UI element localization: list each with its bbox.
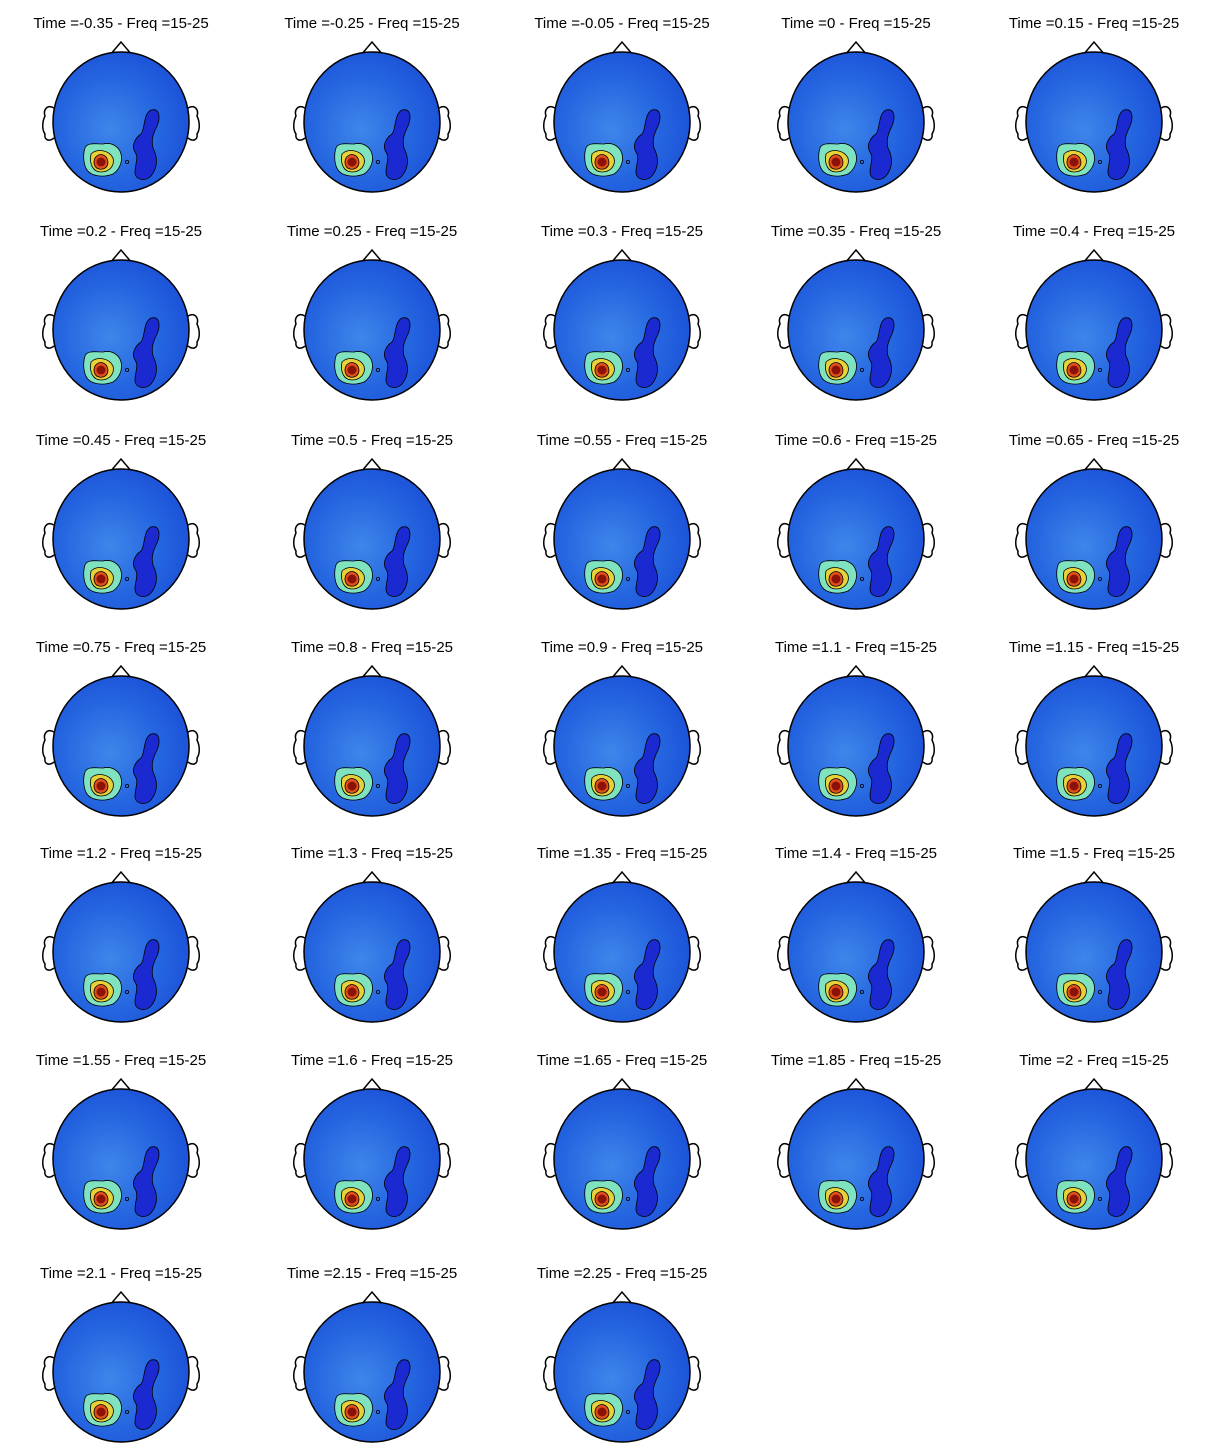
panel-title: Time =2 - Freq =15-25 bbox=[1019, 1052, 1169, 1069]
scalp-map bbox=[42, 1291, 200, 1443]
scalp-map bbox=[777, 665, 935, 817]
scalp-map bbox=[777, 249, 935, 401]
scalp-map bbox=[293, 1078, 451, 1230]
panel-title: Time =0.35 - Freq =15-25 bbox=[771, 223, 941, 240]
panel-title: Time =1.6 - Freq =15-25 bbox=[291, 1052, 453, 1069]
scalp-map bbox=[543, 249, 701, 401]
panel-title: Time =1.1 - Freq =15-25 bbox=[775, 639, 937, 656]
panel-title: Time =0.15 - Freq =15-25 bbox=[1009, 15, 1179, 32]
scalp-map bbox=[543, 871, 701, 1023]
panel-title: Time =0.55 - Freq =15-25 bbox=[537, 432, 707, 449]
panel-title: Time =0.9 - Freq =15-25 bbox=[541, 639, 703, 656]
panel-title: Time =0.4 - Freq =15-25 bbox=[1013, 223, 1175, 240]
scalp-map bbox=[543, 1078, 701, 1230]
panel-title: Time =1.65 - Freq =15-25 bbox=[537, 1052, 707, 1069]
scalp-map bbox=[1015, 665, 1173, 817]
scalp-map bbox=[1015, 249, 1173, 401]
scalp-map bbox=[1015, 458, 1173, 610]
scalp-map bbox=[777, 41, 935, 193]
scalp-map bbox=[293, 458, 451, 610]
panel-title: Time =0.6 - Freq =15-25 bbox=[775, 432, 937, 449]
panel-title: Time =1.55 - Freq =15-25 bbox=[36, 1052, 206, 1069]
panel-title: Time =1.5 - Freq =15-25 bbox=[1013, 845, 1175, 862]
scalp-map bbox=[42, 1078, 200, 1230]
panel-title: Time =2.15 - Freq =15-25 bbox=[287, 1265, 457, 1282]
panel-title: Time =1.85 - Freq =15-25 bbox=[771, 1052, 941, 1069]
panel-title: Time =0.3 - Freq =15-25 bbox=[541, 223, 703, 240]
scalp-map bbox=[777, 458, 935, 610]
panel-title: Time =0.2 - Freq =15-25 bbox=[40, 223, 202, 240]
scalp-map bbox=[1015, 41, 1173, 193]
scalp-map bbox=[293, 665, 451, 817]
scalp-map bbox=[543, 1291, 701, 1443]
scalp-map bbox=[293, 1291, 451, 1443]
scalp-map bbox=[543, 41, 701, 193]
panel-title: Time =1.2 - Freq =15-25 bbox=[40, 845, 202, 862]
panel-title: Time =-0.05 - Freq =15-25 bbox=[534, 15, 709, 32]
panel-title: Time =1.4 - Freq =15-25 bbox=[775, 845, 937, 862]
panel-title: Time =0 - Freq =15-25 bbox=[781, 15, 931, 32]
panel-title: Time =0.25 - Freq =15-25 bbox=[287, 223, 457, 240]
scalp-map bbox=[543, 458, 701, 610]
scalp-map bbox=[777, 871, 935, 1023]
scalp-map bbox=[293, 41, 451, 193]
panel-title: Time =0.45 - Freq =15-25 bbox=[36, 432, 206, 449]
panel-title: Time =-0.35 - Freq =15-25 bbox=[33, 15, 208, 32]
panel-title: Time =1.3 - Freq =15-25 bbox=[291, 845, 453, 862]
scalp-map bbox=[42, 665, 200, 817]
scalp-map bbox=[42, 41, 200, 193]
scalp-map bbox=[543, 665, 701, 817]
panel-title: Time =1.35 - Freq =15-25 bbox=[537, 845, 707, 862]
panel-title: Time =0.65 - Freq =15-25 bbox=[1009, 432, 1179, 449]
panel-title: Time =1.15 - Freq =15-25 bbox=[1009, 639, 1179, 656]
scalp-map bbox=[42, 249, 200, 401]
panel-title: Time =-0.25 - Freq =15-25 bbox=[284, 15, 459, 32]
scalp-map bbox=[293, 871, 451, 1023]
scalp-map bbox=[42, 458, 200, 610]
scalp-map bbox=[293, 249, 451, 401]
panel-title: Time =0.5 - Freq =15-25 bbox=[291, 432, 453, 449]
panel-title: Time =2.25 - Freq =15-25 bbox=[537, 1265, 707, 1282]
scalp-map bbox=[777, 1078, 935, 1230]
scalp-map bbox=[1015, 1078, 1173, 1230]
panel-title: Time =0.75 - Freq =15-25 bbox=[36, 639, 206, 656]
panel-title: Time =0.8 - Freq =15-25 bbox=[291, 639, 453, 656]
scalp-map bbox=[1015, 871, 1173, 1023]
scalp-map bbox=[42, 871, 200, 1023]
panel-title: Time =2.1 - Freq =15-25 bbox=[40, 1265, 202, 1282]
